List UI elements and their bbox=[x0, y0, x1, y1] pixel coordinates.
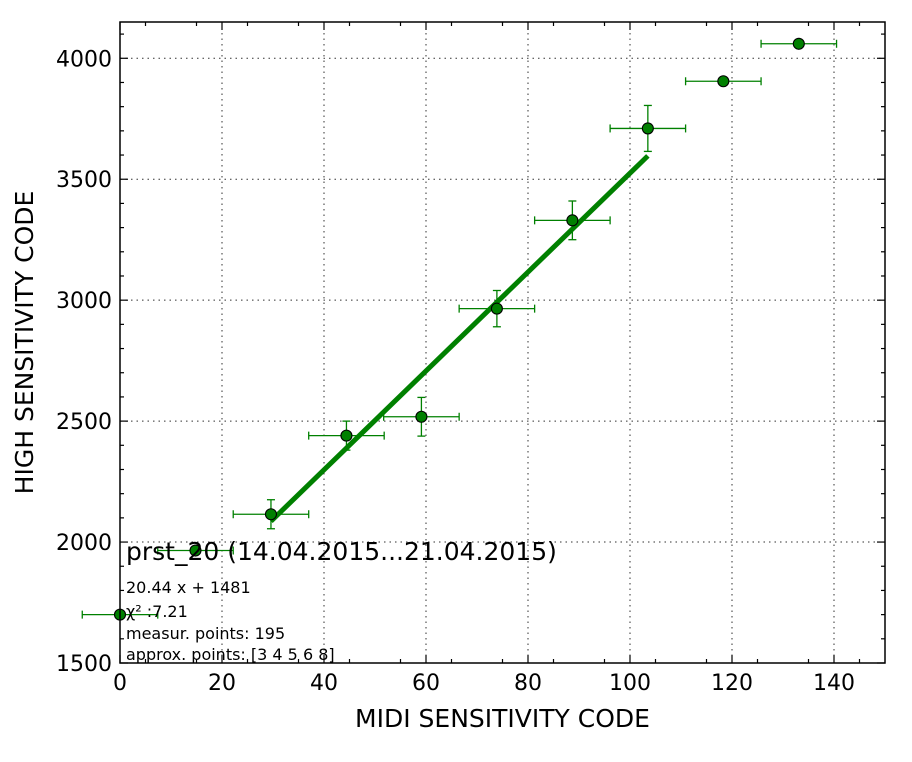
y-tick-label: 2000 bbox=[56, 531, 112, 556]
y-axis-title: HIGH SENSITIVITY CODE bbox=[10, 191, 39, 495]
data-point bbox=[490, 302, 503, 315]
y-tick-label: 4000 bbox=[56, 47, 112, 72]
data-point bbox=[340, 429, 353, 442]
x-tick-label: 120 bbox=[711, 671, 753, 696]
y-tick-label: 1500 bbox=[56, 652, 112, 677]
y-tick-label: 2500 bbox=[56, 410, 112, 435]
fit-line-layer bbox=[269, 154, 650, 524]
fit-line bbox=[269, 154, 650, 524]
data-point bbox=[566, 214, 579, 227]
tick-labels: 0 20 40 60 80 100 120 140 1500 2000 2500 3000 3500 40… bbox=[56, 47, 855, 696]
error-bars bbox=[81, 39, 838, 619]
x-tick-label: 0 bbox=[113, 671, 127, 696]
data-point bbox=[641, 122, 654, 135]
annotation-measur-points: measur. points: 195 bbox=[126, 624, 285, 643]
x-axis-title: MIDI SENSITIVITY CODE bbox=[355, 704, 650, 733]
data-point bbox=[415, 410, 428, 423]
data-points bbox=[113, 37, 805, 621]
plot-frame bbox=[119, 21, 886, 664]
annotation-chi2: χ² :7.21 bbox=[126, 602, 188, 621]
x-tick-label: 80 bbox=[514, 671, 542, 696]
annotation-approx-points: approx. points: [3 4 5 6 8] bbox=[126, 645, 335, 664]
data-point bbox=[189, 544, 202, 557]
x-tick-label: 20 bbox=[208, 671, 236, 696]
data-point bbox=[792, 37, 805, 50]
data-point bbox=[717, 75, 730, 88]
grid-lines bbox=[119, 22, 885, 664]
x-tick-label: 140 bbox=[813, 671, 855, 696]
data-point bbox=[264, 508, 278, 521]
annotation-title: prst_20 (14.04.2015...21.04.2015) bbox=[126, 537, 557, 566]
y-tick-label: 3500 bbox=[56, 168, 112, 193]
x-tick-label: 60 bbox=[412, 671, 440, 696]
axis-ticks bbox=[119, 22, 885, 664]
annotation-box: prst_20 (14.04.2015...21.04.2015) 20.44 … bbox=[126, 537, 557, 664]
x-tick-label: 40 bbox=[310, 671, 338, 696]
x-tick-label: 100 bbox=[609, 671, 651, 696]
annotation-formula: 20.44 x + 1481 bbox=[126, 578, 251, 597]
y-tick-label: 3000 bbox=[56, 289, 112, 314]
